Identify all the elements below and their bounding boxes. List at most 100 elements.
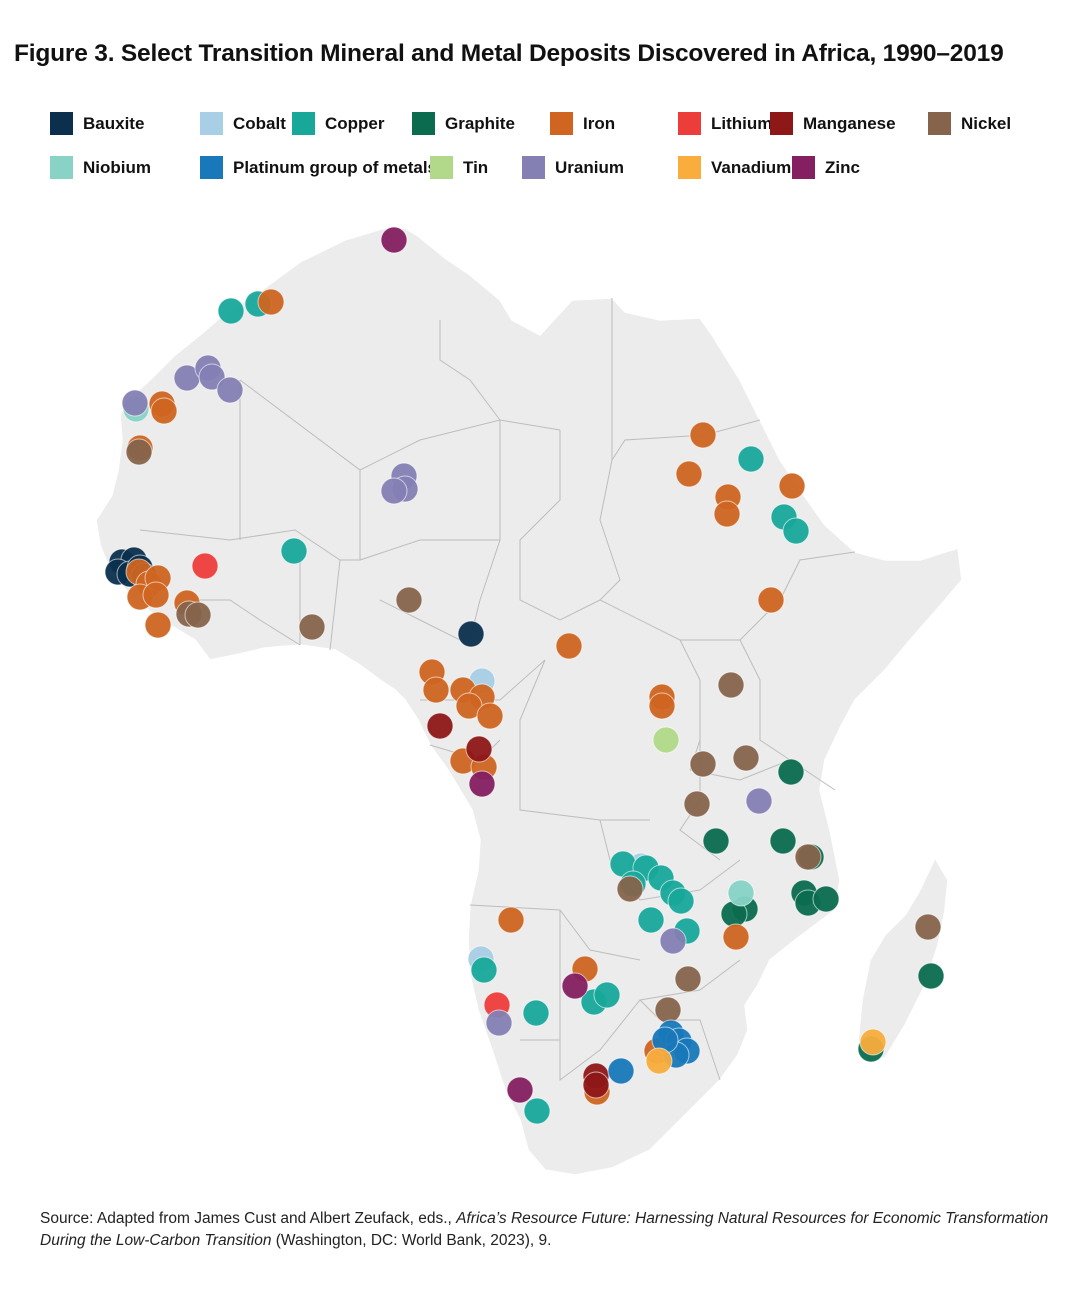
legend-swatch xyxy=(200,156,223,179)
deposit-marker-iron xyxy=(144,611,172,639)
legend-item-bauxite: Bauxite xyxy=(50,112,144,135)
figure-title: Figure 3. Select Transition Mineral and … xyxy=(14,40,1004,67)
deposit-marker-copper xyxy=(522,999,550,1027)
legend-item-graphite: Graphite xyxy=(412,112,515,135)
deposit-marker-nickel xyxy=(184,601,212,629)
legend-swatch xyxy=(200,112,223,135)
deposit-marker-manganese xyxy=(426,712,454,740)
legend-item-manganese: Manganese xyxy=(770,112,896,135)
legend-label: Graphite xyxy=(445,113,515,133)
deposit-marker-nickel xyxy=(794,843,822,871)
deposit-marker-manganese xyxy=(465,735,493,763)
deposit-marker-iron xyxy=(689,421,717,449)
deposit-marker-iron xyxy=(142,581,170,609)
deposit-marker-iron xyxy=(497,906,525,934)
deposit-marker-copper xyxy=(470,956,498,984)
legend-label: Platinum group of metals xyxy=(233,157,438,177)
deposit-marker-platinum-group-of-metals xyxy=(607,1057,635,1085)
legend-label: Zinc xyxy=(825,157,860,177)
legend-item-iron: Iron xyxy=(550,112,615,135)
deposit-marker-iron xyxy=(476,702,504,730)
deposit-markers xyxy=(104,226,945,1125)
deposit-marker-copper xyxy=(523,1097,551,1125)
legend-swatch xyxy=(292,112,315,135)
deposit-marker-graphite xyxy=(702,827,730,855)
legend-label: Nickel xyxy=(961,113,1012,133)
deposit-marker-copper xyxy=(667,887,695,915)
deposit-marker-bauxite xyxy=(457,620,485,648)
deposit-marker-uranium xyxy=(216,376,244,404)
legend-swatch xyxy=(50,112,73,135)
deposit-marker-copper xyxy=(782,517,810,545)
legend-label: Tin xyxy=(463,157,489,177)
deposit-marker-graphite xyxy=(777,758,805,786)
legend-label: Vanadium xyxy=(711,157,792,177)
legend-swatch xyxy=(522,156,545,179)
deposit-marker-zinc xyxy=(380,226,408,254)
deposit-marker-nickel xyxy=(717,671,745,699)
deposit-marker-iron xyxy=(757,586,785,614)
legend-item-niobium: Niobium xyxy=(50,156,151,179)
deposit-marker-iron xyxy=(722,923,750,951)
legend-label: Bauxite xyxy=(83,113,145,133)
deposit-marker-nickel xyxy=(914,913,942,941)
deposit-marker-lithium xyxy=(191,552,219,580)
deposit-marker-iron xyxy=(713,500,741,528)
legend-swatch xyxy=(412,112,435,135)
deposit-marker-graphite xyxy=(769,827,797,855)
legend-item-tin: Tin xyxy=(430,156,488,179)
deposit-marker-graphite xyxy=(917,962,945,990)
legend-label: Cobalt xyxy=(233,113,286,133)
legend-item-copper: Copper xyxy=(292,112,385,135)
legend-item-cobalt: Cobalt xyxy=(200,112,286,135)
source-book-title: Africa’s Resource Future: Harnessing Nat… xyxy=(40,1210,1049,1249)
deposit-marker-nickel xyxy=(616,875,644,903)
deposit-marker-iron xyxy=(648,692,676,720)
deposit-marker-uranium xyxy=(121,389,149,417)
deposit-marker-nickel xyxy=(395,586,423,614)
deposit-marker-iron xyxy=(555,632,583,660)
deposit-marker-copper xyxy=(280,537,308,565)
deposit-marker-copper xyxy=(737,445,765,473)
deposit-marker-nickel xyxy=(732,744,760,772)
legend-swatch xyxy=(430,156,453,179)
deposit-marker-manganese xyxy=(582,1071,610,1099)
deposit-marker-nickel xyxy=(654,996,682,1024)
legend-item-uranium: Uranium xyxy=(522,156,624,179)
legend-label: Niobium xyxy=(83,157,151,177)
source-prefix: Source: Adapted from James Cust and Albe… xyxy=(40,1210,457,1227)
legend-swatch xyxy=(928,112,951,135)
deposit-marker-uranium xyxy=(485,1009,513,1037)
legend-item-nickel: Nickel xyxy=(928,112,1011,135)
source-suffix: (Washington, DC: World Bank, 2023), 9. xyxy=(271,1232,552,1249)
deposit-marker-copper xyxy=(593,981,621,1009)
deposit-marker-niobium xyxy=(727,879,755,907)
legend-label: Copper xyxy=(325,113,385,133)
legend-swatch xyxy=(678,156,701,179)
legend-label: Lithium xyxy=(711,113,773,133)
deposit-marker-graphite xyxy=(812,885,840,913)
legend-label: Iron xyxy=(583,113,616,133)
deposit-marker-tin xyxy=(652,726,680,754)
deposit-marker-iron xyxy=(422,676,450,704)
legend-item-vanadium: Vanadium xyxy=(678,156,791,179)
legend-item-zinc: Zinc xyxy=(792,156,860,179)
deposit-marker-nickel xyxy=(298,613,326,641)
deposit-marker-iron xyxy=(675,460,703,488)
deposit-marker-zinc xyxy=(468,770,496,798)
deposit-marker-vanadium xyxy=(859,1028,887,1056)
deposit-marker-copper xyxy=(217,297,245,325)
deposit-marker-iron xyxy=(257,288,285,316)
africa-map xyxy=(95,226,963,1176)
legend-swatch xyxy=(550,112,573,135)
deposit-marker-uranium xyxy=(380,477,408,505)
country-borders xyxy=(139,298,856,1081)
deposit-marker-zinc xyxy=(506,1076,534,1104)
deposit-marker-iron xyxy=(778,472,806,500)
deposit-marker-nickel xyxy=(674,965,702,993)
source-note: Source: Adapted from James Cust and Albe… xyxy=(40,1208,1060,1252)
deposit-marker-nickel xyxy=(683,790,711,818)
deposit-marker-nickel xyxy=(689,750,717,778)
legend-label: Uranium xyxy=(555,157,624,177)
legend-item-lithium: Lithium xyxy=(678,112,772,135)
